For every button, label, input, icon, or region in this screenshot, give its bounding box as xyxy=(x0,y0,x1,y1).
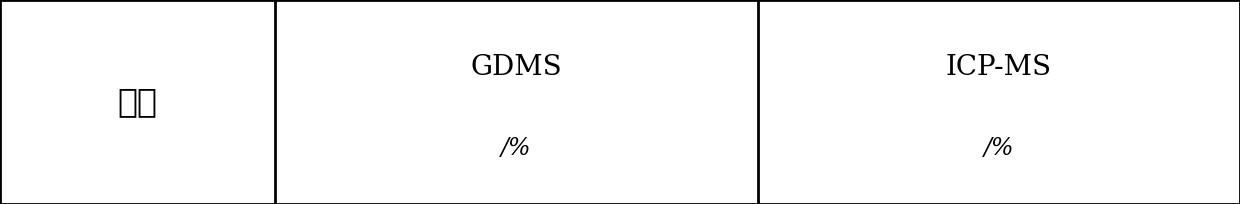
Text: 元素: 元素 xyxy=(118,85,157,119)
Text: /%: /% xyxy=(983,137,1014,160)
Text: GDMS: GDMS xyxy=(471,54,562,81)
Text: ICP-MS: ICP-MS xyxy=(946,54,1052,81)
Text: /%: /% xyxy=(501,137,532,160)
